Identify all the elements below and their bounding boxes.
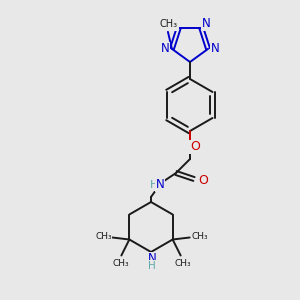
Text: N: N bbox=[156, 178, 164, 191]
Text: N: N bbox=[160, 42, 169, 56]
Text: N: N bbox=[202, 17, 211, 30]
Text: CH₃: CH₃ bbox=[95, 232, 112, 241]
Text: H: H bbox=[150, 180, 158, 190]
Text: H: H bbox=[148, 261, 156, 271]
Text: N: N bbox=[169, 17, 178, 30]
Text: CH₃: CH₃ bbox=[191, 232, 208, 241]
Text: O: O bbox=[198, 173, 208, 187]
Text: N: N bbox=[148, 253, 156, 266]
Text: CH₃: CH₃ bbox=[174, 259, 191, 268]
Text: O: O bbox=[190, 140, 200, 154]
Text: N: N bbox=[211, 42, 219, 56]
Text: CH₃: CH₃ bbox=[112, 259, 129, 268]
Text: CH₃: CH₃ bbox=[160, 19, 178, 29]
